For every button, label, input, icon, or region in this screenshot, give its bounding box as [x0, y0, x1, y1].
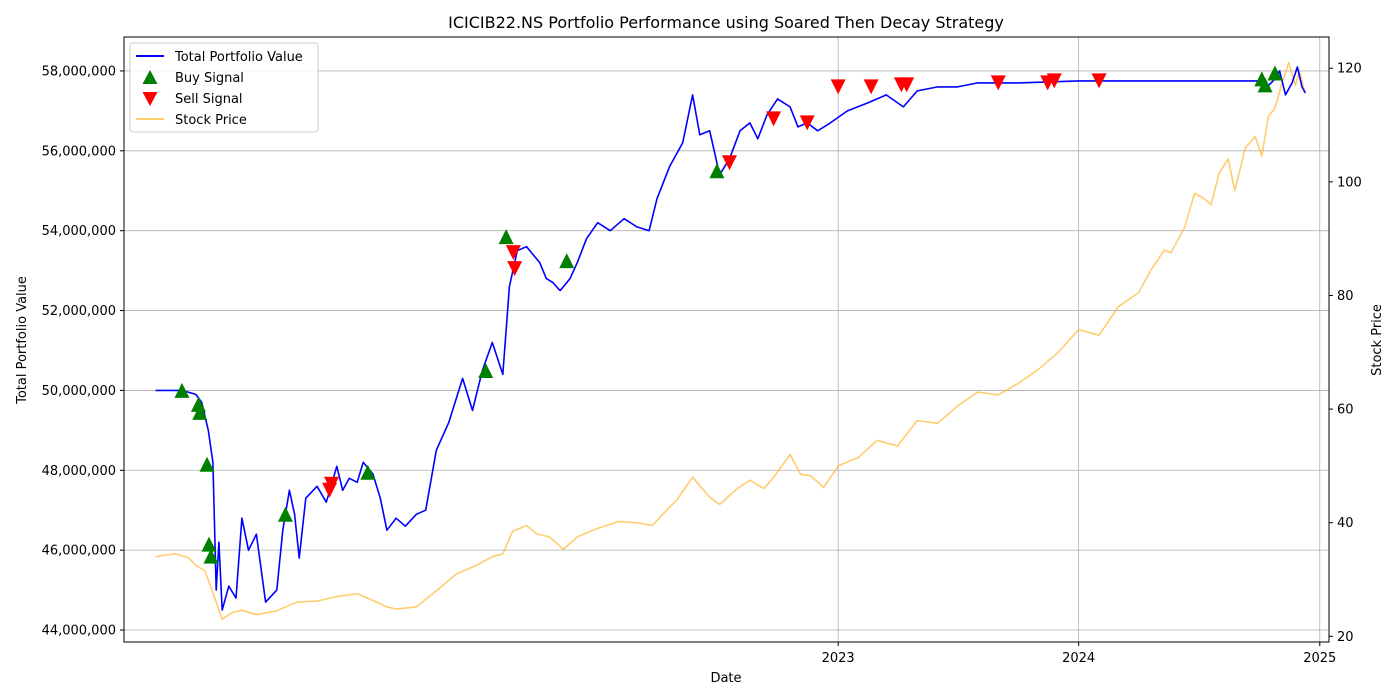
- y-right-tick-label: 100: [1337, 175, 1362, 190]
- sell-signal-marker: [830, 79, 846, 95]
- legend-price-label: Stock Price: [175, 113, 247, 128]
- sell-signal-marker: [507, 261, 523, 277]
- y-axis-right: 20 40 60 80 100 120: [1329, 62, 1362, 645]
- buy-signal-marker: [201, 536, 217, 552]
- legend-sell-swatch: [142, 92, 158, 106]
- stock-price-line: [155, 61, 1307, 621]
- buy-signal-marker: [277, 506, 293, 522]
- buy-signal-marker: [709, 163, 725, 179]
- portfolio-series: [155, 66, 1307, 611]
- buy-signal-marker: [190, 396, 206, 412]
- x-axis: 2023 2024 2025: [822, 642, 1336, 666]
- legend-portfolio-label: Total Portfolio Value: [174, 50, 303, 65]
- legend: Total Portfolio Value Buy Signal Sell Si…: [129, 42, 319, 133]
- price-series: [155, 61, 1307, 621]
- x-axis-label: Date: [710, 671, 741, 686]
- y-right-tick-label: 120: [1337, 62, 1362, 77]
- y-right-tick-label: 80: [1337, 289, 1354, 304]
- x-tick-label: 2025: [1303, 651, 1336, 666]
- sell-signal-marker: [863, 79, 879, 95]
- y-left-tick-label: 44,000,000: [42, 624, 116, 639]
- chart-title: ICICIB22.NS Portfolio Performance using …: [448, 13, 1004, 32]
- y-right-tick-label: 60: [1337, 403, 1354, 418]
- y-left-tick-label: 48,000,000: [42, 464, 116, 479]
- y-axis-label-left: Total Portfolio Value: [15, 276, 30, 405]
- legend-sell-label: Sell Signal: [175, 92, 243, 107]
- y-left-tick-label: 46,000,000: [42, 544, 116, 559]
- buy-signal-marker: [559, 253, 575, 269]
- y-left-tick-label: 50,000,000: [42, 384, 116, 399]
- buy-signal-marker: [360, 464, 376, 480]
- sell-signal-marker: [990, 75, 1006, 91]
- y-left-tick-label: 56,000,000: [42, 144, 116, 159]
- sell-signal-marker: [766, 111, 782, 127]
- buy-signal-marker: [174, 382, 190, 398]
- plot-frame: [123, 36, 1330, 643]
- y-axis-left: 44,000,000 46,000,000 48,000,000 50,000,000…: [42, 64, 124, 639]
- grid: [124, 37, 1329, 642]
- sell-signal-marker: [1046, 73, 1062, 89]
- sell-markers: [322, 73, 1107, 498]
- y-axis-label-right: Stock Price: [1370, 304, 1385, 376]
- buy-signal-marker: [1267, 65, 1283, 81]
- x-tick-label: 2024: [1062, 651, 1095, 666]
- buy-markers: [174, 65, 1283, 564]
- legend-box: [129, 42, 319, 133]
- sell-signal-marker: [721, 155, 737, 171]
- sell-signal-marker: [505, 245, 521, 261]
- y-left-tick-label: 58,000,000: [42, 64, 116, 79]
- y-left-tick-label: 54,000,000: [42, 224, 116, 239]
- sell-signal-marker: [1091, 73, 1107, 89]
- sell-signal-marker: [799, 115, 815, 131]
- sell-signal-marker: [324, 476, 340, 492]
- y-right-tick-label: 40: [1337, 516, 1354, 531]
- legend-buy-swatch: [142, 70, 158, 84]
- buy-signal-marker: [199, 456, 215, 472]
- y-left-tick-label: 52,000,000: [42, 304, 116, 319]
- buy-signal-marker: [1257, 77, 1273, 93]
- legend-buy-label: Buy Signal: [175, 71, 244, 86]
- sell-signal-marker: [899, 77, 915, 93]
- portfolio-value-line: [155, 66, 1307, 611]
- buy-signal-marker: [498, 229, 514, 245]
- buy-signal-marker: [478, 362, 494, 378]
- buy-signal-marker: [203, 548, 219, 564]
- buy-signal-marker: [192, 404, 208, 420]
- y-right-tick-label: 20: [1337, 630, 1354, 645]
- x-tick-label: 2023: [822, 651, 855, 666]
